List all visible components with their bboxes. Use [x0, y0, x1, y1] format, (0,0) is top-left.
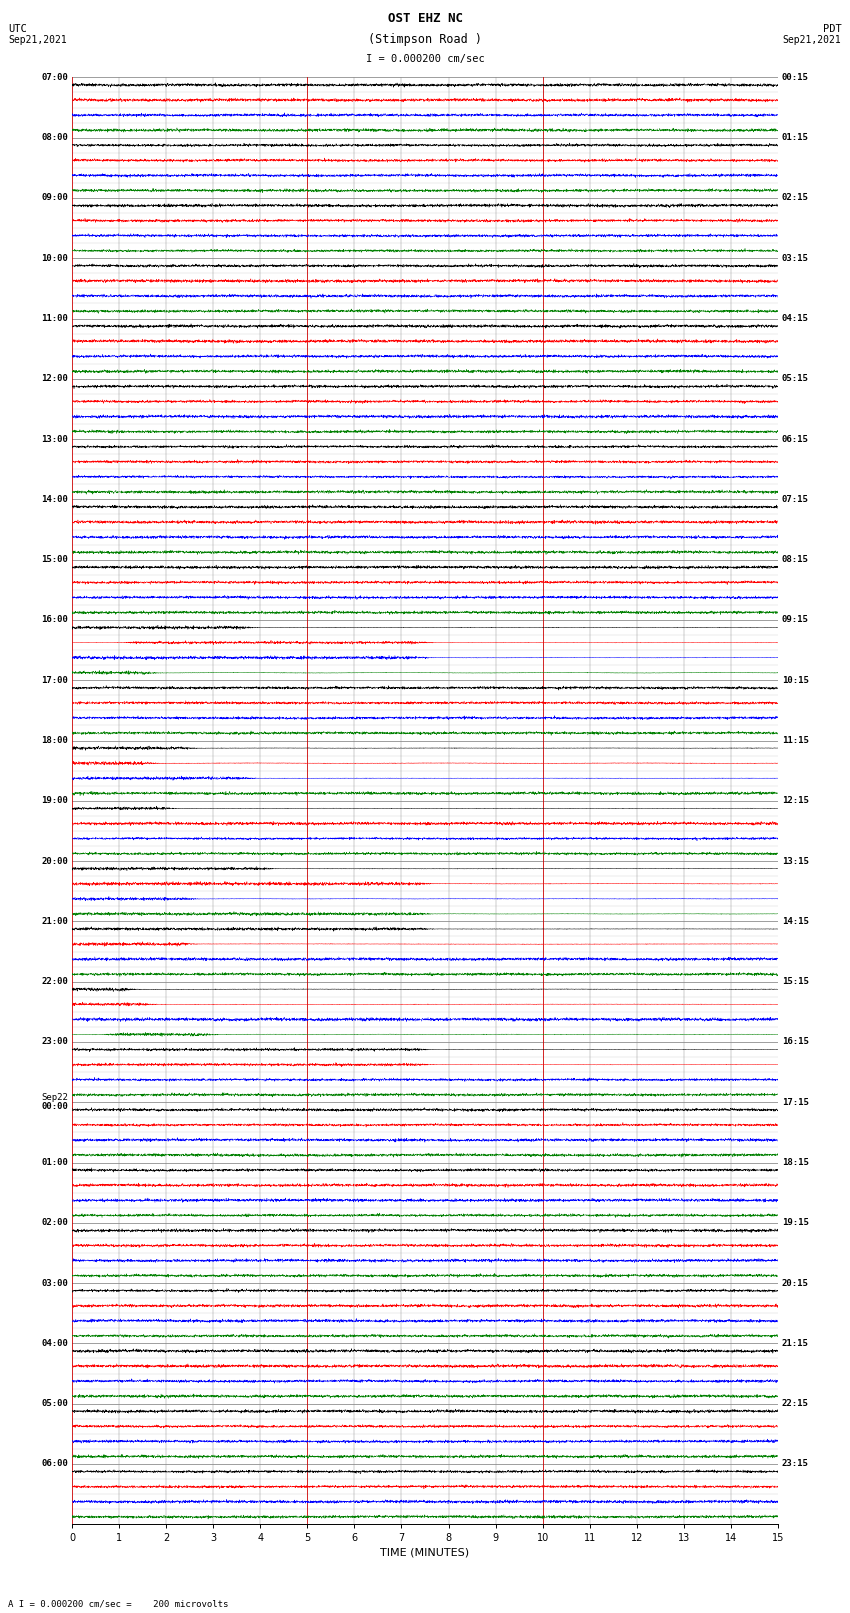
X-axis label: TIME (MINUTES): TIME (MINUTES) — [381, 1547, 469, 1558]
Text: A I = 0.000200 cm/sec =    200 microvolts: A I = 0.000200 cm/sec = 200 microvolts — [8, 1598, 229, 1608]
Text: 16:15: 16:15 — [782, 1037, 809, 1047]
Text: 09:00: 09:00 — [41, 194, 68, 203]
Text: 04:15: 04:15 — [782, 315, 809, 323]
Text: 14:00: 14:00 — [41, 495, 68, 503]
Text: 08:15: 08:15 — [782, 555, 809, 565]
Text: 20:15: 20:15 — [782, 1279, 809, 1287]
Text: 22:15: 22:15 — [782, 1398, 809, 1408]
Text: 15:00: 15:00 — [41, 555, 68, 565]
Text: 20:00: 20:00 — [41, 857, 68, 866]
Text: Sep21,2021: Sep21,2021 — [783, 35, 842, 45]
Text: 02:15: 02:15 — [782, 194, 809, 203]
Text: 21:00: 21:00 — [41, 916, 68, 926]
Text: 06:00: 06:00 — [41, 1460, 68, 1468]
Text: 22:00: 22:00 — [41, 977, 68, 986]
Text: 16:00: 16:00 — [41, 616, 68, 624]
Text: OST EHZ NC: OST EHZ NC — [388, 11, 462, 24]
Text: 12:00: 12:00 — [41, 374, 68, 384]
Text: 18:15: 18:15 — [782, 1158, 809, 1168]
Text: 01:15: 01:15 — [782, 134, 809, 142]
Text: 23:15: 23:15 — [782, 1460, 809, 1468]
Text: 07:15: 07:15 — [782, 495, 809, 503]
Text: 04:00: 04:00 — [41, 1339, 68, 1348]
Text: 10:00: 10:00 — [41, 253, 68, 263]
Text: 19:15: 19:15 — [782, 1218, 809, 1227]
Text: 21:15: 21:15 — [782, 1339, 809, 1348]
Text: 06:15: 06:15 — [782, 434, 809, 444]
Text: Sep21,2021: Sep21,2021 — [8, 35, 67, 45]
Text: 11:15: 11:15 — [782, 736, 809, 745]
Text: 12:15: 12:15 — [782, 797, 809, 805]
Text: PDT: PDT — [823, 24, 842, 34]
Text: 19:00: 19:00 — [41, 797, 68, 805]
Text: UTC: UTC — [8, 24, 27, 34]
Text: 00:00: 00:00 — [41, 1102, 68, 1111]
Text: 13:00: 13:00 — [41, 434, 68, 444]
Text: 01:00: 01:00 — [41, 1158, 68, 1168]
Text: 17:00: 17:00 — [41, 676, 68, 686]
Text: 10:15: 10:15 — [782, 676, 809, 686]
Text: 17:15: 17:15 — [782, 1098, 809, 1107]
Text: I = 0.000200 cm/sec: I = 0.000200 cm/sec — [366, 53, 484, 63]
Text: 02:00: 02:00 — [41, 1218, 68, 1227]
Text: 05:00: 05:00 — [41, 1398, 68, 1408]
Text: 18:00: 18:00 — [41, 736, 68, 745]
Text: 14:15: 14:15 — [782, 916, 809, 926]
Text: 03:00: 03:00 — [41, 1279, 68, 1287]
Text: 00:15: 00:15 — [782, 73, 809, 82]
Text: 11:00: 11:00 — [41, 315, 68, 323]
Text: Sep22: Sep22 — [41, 1094, 68, 1102]
Text: 23:00: 23:00 — [41, 1037, 68, 1047]
Text: (Stimpson Road ): (Stimpson Road ) — [368, 32, 482, 45]
Text: 05:15: 05:15 — [782, 374, 809, 384]
Text: 09:15: 09:15 — [782, 616, 809, 624]
Text: 08:00: 08:00 — [41, 134, 68, 142]
Text: 03:15: 03:15 — [782, 253, 809, 263]
Text: 15:15: 15:15 — [782, 977, 809, 986]
Text: 07:00: 07:00 — [41, 73, 68, 82]
Text: 13:15: 13:15 — [782, 857, 809, 866]
